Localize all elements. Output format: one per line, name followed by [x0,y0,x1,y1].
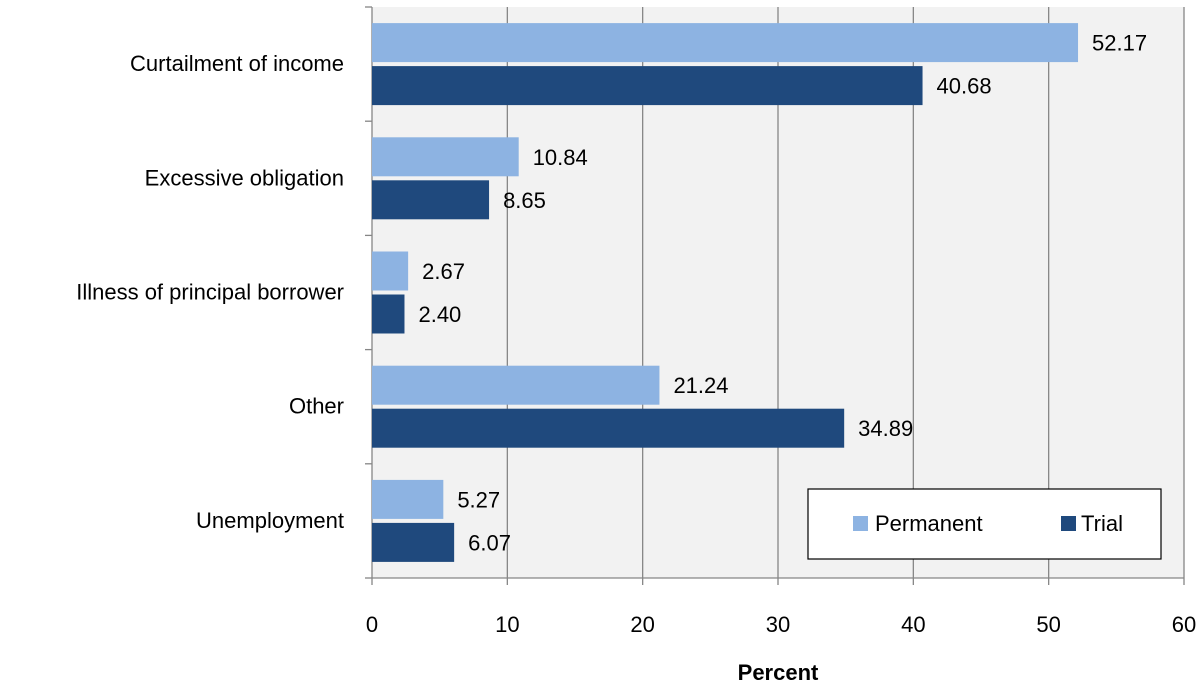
data-label: 8.65 [503,188,546,213]
data-label: 2.40 [418,302,461,327]
data-label: 10.84 [533,145,588,170]
bars [372,23,1079,562]
x-tick-labels: 0 10 20 30 40 50 60 [366,612,1196,637]
data-label: 52.17 [1092,31,1147,56]
legend: Permanent Trial [807,488,1162,560]
category-label: Excessive obligation [145,165,344,190]
data-label: 21.24 [673,373,728,398]
bar-trial [372,522,455,562]
data-label: 40.68 [937,74,992,99]
bar-permanent [372,23,1079,63]
data-labels: 52.17 40.68 10.84 8.65 2.67 2.40 21.24 34.89 5.2… [418,31,1147,556]
bar-trial [372,180,490,220]
x-tick-label: 20 [630,612,654,637]
data-label: 6.07 [468,530,511,555]
x-tick-label: 0 [366,612,378,637]
x-tick-label: 40 [901,612,925,637]
category-labels: Curtailment of income Excessive obligatio… [76,51,344,533]
data-label: 5.27 [457,487,500,512]
bar-permanent [372,251,409,291]
data-label: 34.89 [858,416,913,441]
category-label: Other [289,394,344,419]
bar-permanent [372,137,519,177]
bar-trial [372,294,405,334]
legend-label-trial: Trial [1081,511,1123,536]
x-tick-label: 50 [1036,612,1060,637]
x-axis-title: Percent [738,660,819,685]
legend-swatch-trial [1061,516,1076,531]
legend-label-permanent: Permanent [875,511,983,536]
bar-trial [372,408,845,448]
legend-swatch-permanent [853,516,868,531]
x-tick-label: 30 [766,612,790,637]
category-label: Illness of principal borrower [76,280,344,305]
bar-trial [372,66,923,106]
category-label: Unemployment [196,508,344,533]
data-label: 2.67 [422,259,465,284]
x-tick-label: 10 [495,612,519,637]
x-tick-label: 60 [1172,612,1196,637]
bar-permanent [372,479,444,519]
bar-permanent [372,365,660,405]
category-label: Curtailment of income [130,51,344,76]
